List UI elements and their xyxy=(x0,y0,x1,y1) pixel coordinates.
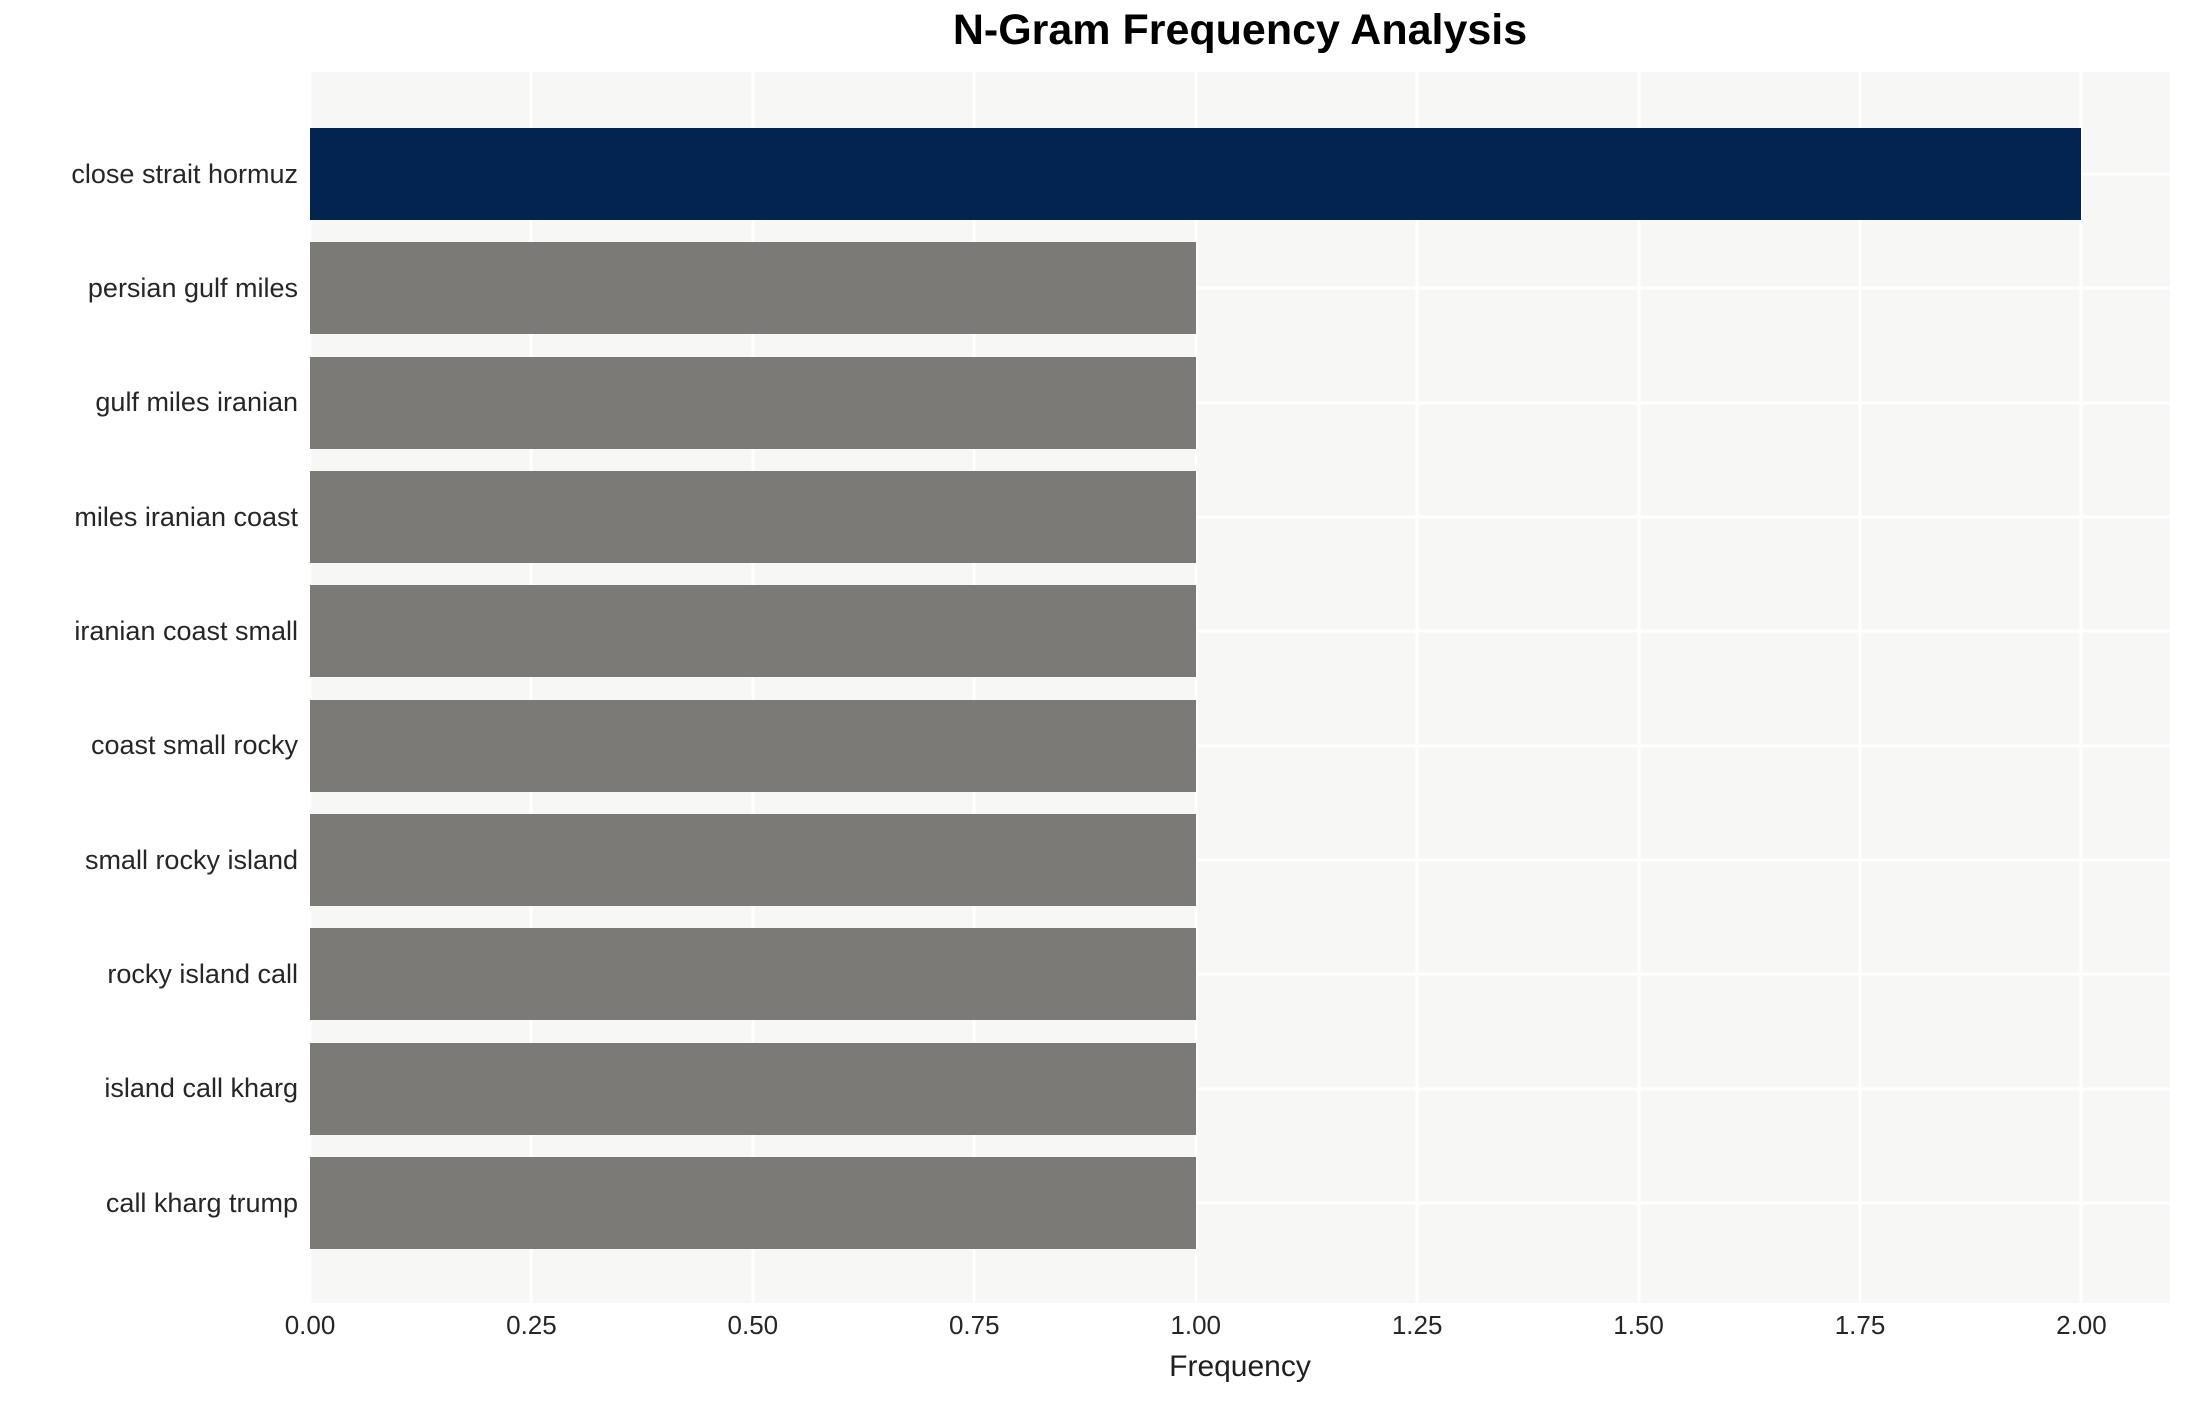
y-tick-label: rocky island call xyxy=(107,958,298,989)
x-axis-ticks: 0.00 0.25 0.50 0.75 1.00 1.25 1.50 1.75 2.00 xyxy=(285,1303,2170,1349)
plot-area xyxy=(308,72,2170,1303)
bar-gulf-miles-iranian xyxy=(310,356,1196,449)
chart-title: N-Gram Frequency Analysis xyxy=(952,6,1528,54)
y-tick-label: island call kharg xyxy=(104,1073,298,1104)
vertical-gridline xyxy=(1637,72,1641,1303)
x-axis-title: Frequency xyxy=(1169,1350,1311,1383)
horizontal-gridline xyxy=(310,286,2170,290)
y-tick-label: small rocky island xyxy=(84,844,298,875)
bar-island-call-kharg xyxy=(310,1042,1196,1135)
x-tick-label: 1.00 xyxy=(1170,1310,1222,1340)
horizontal-gridline xyxy=(310,858,2170,862)
x-tick-label: 1.50 xyxy=(1613,1310,1664,1340)
bar-small-rocky-island xyxy=(310,814,1196,906)
y-tick-label: coast small rocky xyxy=(90,730,298,761)
bar-miles-iranian-coast xyxy=(310,471,1196,563)
bar-persian-gulf-miles xyxy=(310,242,1196,335)
vertical-gridline xyxy=(529,72,533,1303)
x-tick-label: 1.25 xyxy=(1391,1310,1443,1340)
x-tick-label: 0.25 xyxy=(506,1310,557,1340)
x-tick-label: 1.75 xyxy=(1834,1310,1886,1340)
vertical-gridline xyxy=(972,72,976,1303)
x-tick-label: 0.50 xyxy=(727,1310,779,1340)
bar-call-kharg-trump xyxy=(310,1157,1196,1249)
horizontal-gridline xyxy=(310,972,2170,976)
vertical-gridline xyxy=(308,72,312,1303)
horizontal-gridline xyxy=(310,1201,2170,1205)
horizontal-gridline xyxy=(310,1087,2170,1091)
horizontal-gridline xyxy=(310,744,2170,748)
bar-coast-small-rocky xyxy=(310,699,1196,792)
y-tick-label: persian gulf miles xyxy=(87,272,298,303)
y-tick-label: call kharg trump xyxy=(105,1187,298,1218)
y-tick-label: miles iranian coast xyxy=(74,501,298,532)
horizontal-gridline xyxy=(310,629,2170,633)
x-tick-label: 0.75 xyxy=(948,1310,1000,1340)
bar-rocky-island-call xyxy=(310,928,1196,1021)
x-tick-label: 0.00 xyxy=(284,1310,336,1340)
y-axis-labels: close strait hormuz persian gulf miles gul… xyxy=(0,72,298,1303)
vertical-gridline xyxy=(751,72,755,1303)
y-tick-label: gulf miles iranian xyxy=(95,387,298,418)
vertical-gridline xyxy=(1415,72,1419,1303)
vertical-gridline xyxy=(1858,72,1862,1303)
horizontal-gridline xyxy=(310,515,2170,519)
bar-iranian-coast-small xyxy=(310,585,1196,678)
x-tick-label: 2.00 xyxy=(2056,1310,2107,1340)
y-tick-label: close strait hormuz xyxy=(71,158,298,189)
horizontal-gridline xyxy=(310,401,2170,405)
vertical-gridline xyxy=(2079,72,2083,1303)
bar-close-strait-hormuz xyxy=(310,128,2082,220)
vertical-gridline xyxy=(1194,72,1198,1303)
y-tick-label: iranian coast small xyxy=(74,615,298,646)
